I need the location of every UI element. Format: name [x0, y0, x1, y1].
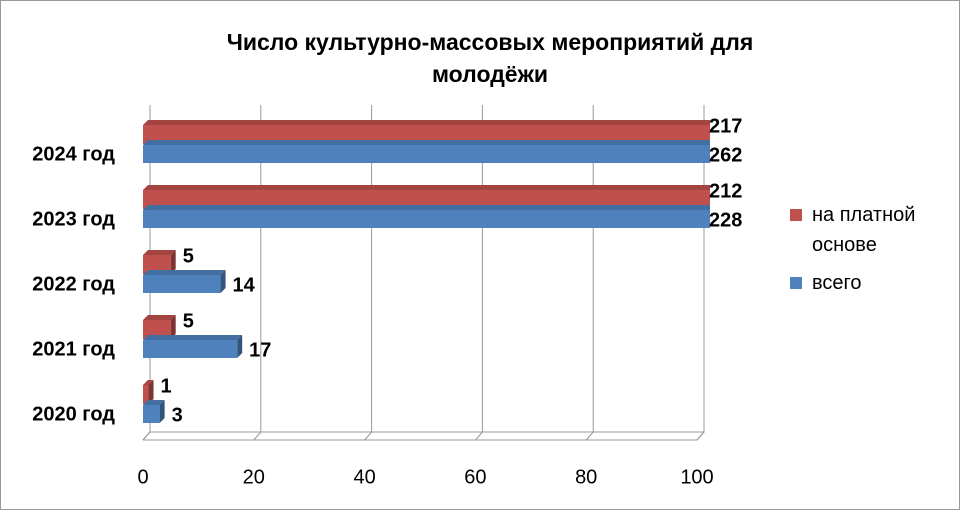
- bar: [143, 210, 710, 228]
- bar-top: [143, 140, 710, 145]
- data-label: 5: [183, 245, 194, 267]
- data-label: 17: [249, 339, 271, 361]
- data-label: 212: [709, 180, 742, 202]
- bar-top: [143, 250, 176, 255]
- bar-top: [143, 185, 710, 190]
- legend-label: на платной основе: [812, 204, 916, 256]
- x-tick-label: 0: [137, 466, 148, 488]
- x-tick-label: 60: [464, 466, 486, 488]
- y-tick-label: 2022 год: [32, 273, 115, 295]
- bar-side: [170, 250, 176, 274]
- bar: [143, 320, 171, 339]
- chart-title: Число культурно-массовых мероприятий для…: [226, 29, 754, 87]
- bar-top: [143, 120, 710, 125]
- bar-top: [143, 270, 226, 275]
- data-label: 3: [172, 404, 183, 426]
- y-tick-label: 2024 год: [32, 143, 115, 165]
- bar: [143, 125, 710, 144]
- x-tick-label: 80: [575, 466, 597, 488]
- bar-side: [237, 335, 243, 358]
- bar-side: [170, 315, 176, 339]
- bar-top: [143, 315, 176, 320]
- data-label: 228: [709, 209, 742, 231]
- data-label: 1: [161, 375, 172, 397]
- bar-top: [143, 205, 710, 210]
- x-tick-label: 100: [680, 466, 713, 488]
- data-label: 217: [709, 115, 742, 137]
- x-tick-label: 40: [353, 466, 375, 488]
- bar-side: [220, 270, 226, 293]
- legend-swatch: [790, 277, 802, 289]
- legend-item: всего: [790, 268, 950, 298]
- bar: [143, 145, 710, 163]
- bar-top: [143, 400, 165, 405]
- legend-swatch: [790, 209, 802, 221]
- bar: [143, 255, 171, 274]
- floor-edge: [142, 431, 706, 441]
- bar-side: [159, 400, 165, 423]
- bar-top: [143, 335, 243, 340]
- bar: [143, 340, 238, 358]
- bar-top: [143, 380, 154, 385]
- legend-item: на платной основе: [790, 200, 950, 260]
- bar: [143, 385, 149, 404]
- y-tick-label: 2020 год: [32, 403, 115, 425]
- bar: [143, 190, 710, 209]
- x-tick-label: 20: [243, 466, 265, 488]
- legend-label: всего: [812, 272, 862, 294]
- data-label: 262: [709, 144, 742, 166]
- y-tick-label: 2021 год: [32, 338, 115, 360]
- bar: [143, 405, 160, 423]
- y-tick-label: 2023 год: [32, 208, 115, 230]
- data-label: 14: [233, 274, 256, 296]
- bar: [143, 275, 221, 293]
- bar-side: [148, 380, 154, 404]
- data-label: 5: [183, 310, 194, 332]
